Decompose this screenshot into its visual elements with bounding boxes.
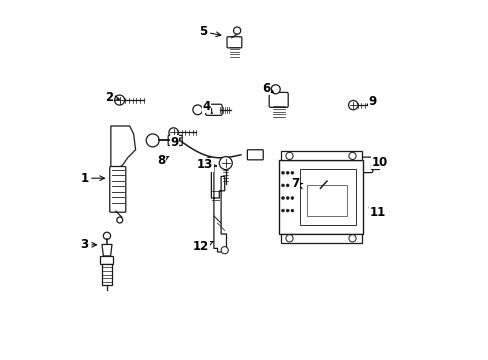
FancyBboxPatch shape — [247, 150, 263, 160]
Bar — [280, 234, 361, 243]
Text: 10: 10 — [370, 156, 387, 168]
Circle shape — [285, 171, 288, 174]
Circle shape — [348, 152, 355, 159]
Circle shape — [192, 105, 202, 115]
Circle shape — [281, 197, 284, 199]
Circle shape — [290, 171, 293, 174]
Circle shape — [285, 197, 288, 199]
Circle shape — [168, 128, 178, 137]
Circle shape — [348, 100, 357, 110]
Circle shape — [270, 85, 280, 94]
Circle shape — [204, 164, 212, 171]
Circle shape — [285, 184, 288, 187]
Bar — [307, 185, 346, 216]
Text: 13: 13 — [196, 158, 216, 171]
Text: 8: 8 — [157, 154, 168, 167]
Circle shape — [114, 95, 124, 105]
Polygon shape — [102, 244, 112, 256]
Circle shape — [301, 183, 320, 202]
Polygon shape — [206, 157, 226, 252]
Text: 7: 7 — [290, 177, 302, 190]
FancyBboxPatch shape — [226, 37, 241, 48]
Circle shape — [219, 157, 232, 170]
Circle shape — [233, 27, 240, 34]
FancyBboxPatch shape — [269, 93, 287, 107]
Text: 6: 6 — [262, 82, 273, 95]
Circle shape — [285, 235, 292, 242]
Circle shape — [285, 209, 288, 212]
Text: 11: 11 — [368, 206, 385, 219]
Bar — [101, 256, 113, 264]
Circle shape — [221, 247, 228, 254]
Bar — [300, 169, 355, 225]
Bar — [278, 160, 363, 234]
Text: 9: 9 — [366, 95, 376, 108]
Bar — [102, 264, 112, 285]
Polygon shape — [111, 126, 135, 168]
Bar — [371, 162, 378, 168]
Text: 9: 9 — [170, 136, 181, 149]
Circle shape — [281, 171, 284, 174]
Circle shape — [103, 232, 110, 239]
Circle shape — [290, 184, 293, 187]
Circle shape — [146, 134, 159, 147]
Text: 12: 12 — [193, 240, 213, 253]
FancyBboxPatch shape — [109, 166, 125, 212]
FancyBboxPatch shape — [357, 157, 372, 173]
FancyBboxPatch shape — [205, 104, 222, 115]
Text: 1: 1 — [80, 172, 104, 185]
Circle shape — [281, 209, 284, 212]
Polygon shape — [349, 160, 358, 167]
Circle shape — [290, 197, 293, 199]
Circle shape — [281, 184, 284, 187]
FancyBboxPatch shape — [168, 135, 182, 145]
Bar — [324, 178, 333, 185]
Circle shape — [117, 217, 122, 223]
Text: 4: 4 — [202, 100, 212, 113]
Text: 5: 5 — [199, 25, 221, 38]
Circle shape — [348, 235, 355, 242]
Text: 2: 2 — [105, 91, 119, 104]
Circle shape — [290, 209, 293, 212]
Circle shape — [285, 152, 292, 159]
Bar — [280, 151, 361, 160]
Text: 3: 3 — [80, 238, 96, 251]
